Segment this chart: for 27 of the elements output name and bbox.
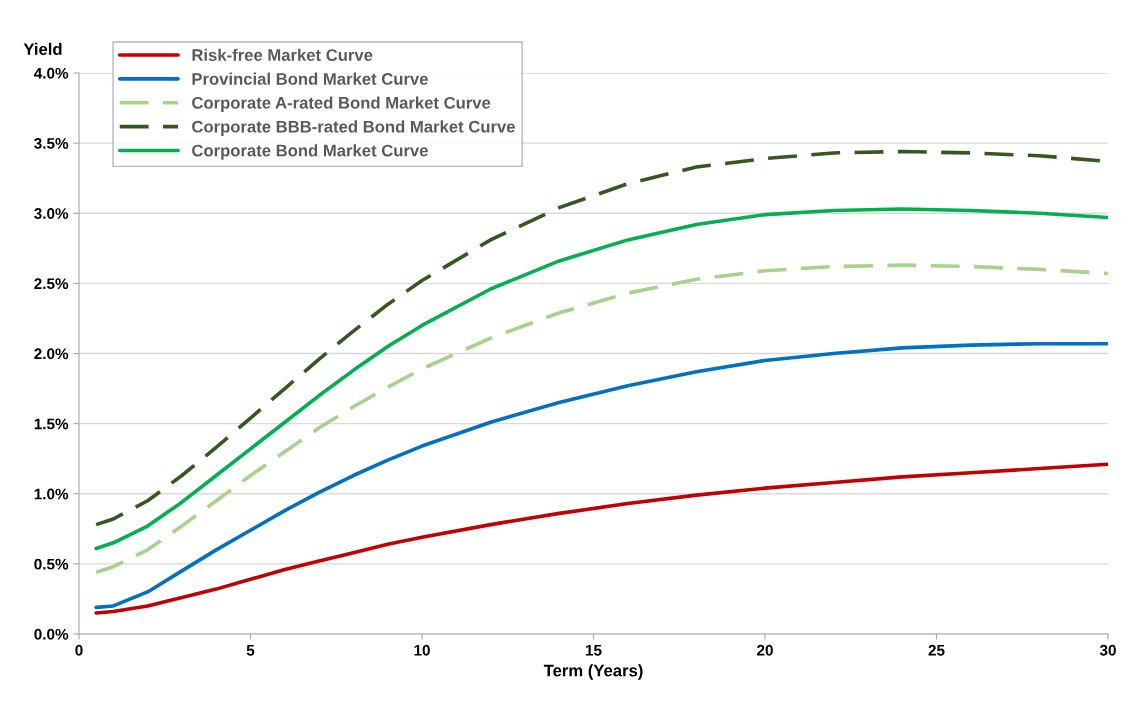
legend-label: Corporate Bond Market Curve: [192, 144, 428, 160]
y-tick-label: 0.0%: [34, 628, 69, 640]
x-tick-label: 15: [585, 644, 602, 656]
x-tick-label: 5: [246, 644, 255, 656]
x-tick-label: 0: [75, 644, 83, 656]
legend-label: Provincial Bond Market Curve: [192, 72, 428, 85]
line-series: [94, 207, 1108, 551]
y-tick-label: 0.5%: [34, 558, 69, 570]
x-tick-label: 25: [928, 644, 945, 656]
y-tick-label: 2.5%: [34, 278, 69, 290]
x-tick-label: 30: [1099, 644, 1116, 656]
line-series: [94, 341, 1108, 610]
y-tick-label: 4.0%: [33, 67, 69, 79]
x-tick-label: 10: [414, 644, 430, 656]
y-tick-label: 1.0%: [34, 488, 69, 500]
line-series: [94, 263, 1108, 575]
y-tick-label: 2.0%: [34, 348, 69, 360]
y-tick-label: 3.5%: [34, 137, 69, 149]
x-axis-title: Term (Years): [543, 664, 643, 680]
y-axis-title: Yield: [23, 42, 62, 56]
legend-label: Corporate BBB-rated Bond Market Curve: [192, 120, 515, 136]
y-tick-label: 3.0%: [34, 208, 69, 219]
legend-label: Risk-free Market Curve: [192, 48, 373, 61]
legend-label: Corporate A-rated Bond Market Curve: [192, 96, 491, 113]
x-tick-label: 20: [757, 644, 773, 656]
y-tick-label: 1.5%: [34, 418, 69, 430]
line-series: [94, 462, 1108, 615]
